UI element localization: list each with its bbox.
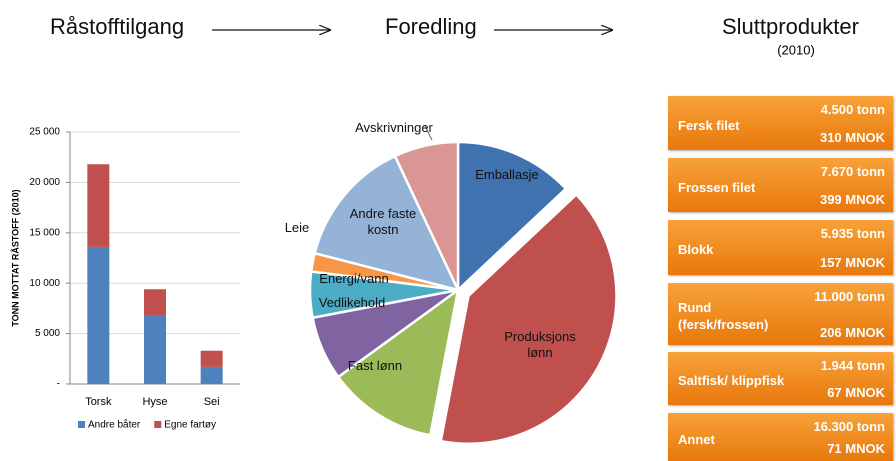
pie-slice	[313, 154, 461, 292]
pie-label: Avskrivninger	[355, 120, 433, 135]
y-tick-label: -	[57, 379, 60, 390]
product-value: 206 MNOK	[819, 325, 885, 340]
pie-label: Produksjons lønn	[504, 329, 576, 360]
x-tick-label: Sei	[204, 396, 220, 408]
header-products: Sluttprodukter	[722, 14, 859, 39]
pie-label: Energi/vann	[319, 271, 389, 286]
y-tick-label: 5 000	[35, 328, 60, 339]
product-volume: 16.300 tonn	[813, 419, 885, 434]
bar-segment	[87, 246, 110, 384]
product-name: Frossen filet	[678, 179, 756, 195]
product-box: Rund (fersk/frossen) 11.000 tonn 206 MNOK	[668, 283, 893, 345]
bar-segment	[144, 315, 166, 384]
product-value: 399 MNOK	[819, 192, 885, 207]
product-box: Blokk 5.935 tonn 157 MNOK	[668, 220, 893, 275]
product-box: Annet 16.300 tonn 71 MNOK	[668, 413, 893, 461]
product-box: Saltfisk/ klippfisk 1.944 tonn 67 MNOK	[668, 352, 893, 405]
legend-label: Egne fartøy	[164, 420, 216, 431]
pie-slice	[393, 140, 460, 291]
pie-label: Leie	[284, 220, 310, 235]
product-value: 310 MNOK	[819, 130, 885, 145]
product-name: Blokk	[678, 242, 714, 257]
y-tick-label: 15 000	[29, 227, 60, 238]
x-tick-label: Torsk	[85, 396, 112, 408]
pie-chart	[308, 125, 618, 446]
pie-label: Fast lønn	[347, 358, 403, 373]
product-volume: 1.944 tonn	[820, 358, 885, 373]
y-tick-label: 20 000	[29, 177, 60, 188]
legend-label: Andre båter	[88, 419, 141, 431]
product-value: 157 MNOK	[819, 255, 885, 270]
pie-slice	[439, 192, 618, 446]
pie-slice	[336, 287, 460, 437]
product-name: Rund (fersk/frossen)	[678, 300, 769, 332]
header-processing: Foredling	[385, 14, 477, 39]
product-name: Annet	[678, 431, 715, 447]
product-volume: 11.000 tonn	[814, 289, 885, 304]
bar-segment	[200, 350, 223, 367]
product-value: 67 MNOK	[827, 385, 885, 400]
y-tick-label: 25 000	[29, 127, 60, 138]
product-volume: 5.935 tonn	[820, 226, 885, 241]
product-volume: 7.670 tonn	[820, 164, 885, 179]
y-tick-label: 10 000	[29, 278, 60, 289]
bar-segment	[200, 366, 223, 384]
header-products-note: (2010)	[777, 42, 815, 57]
bar-segment	[144, 289, 166, 316]
leader-line	[424, 125, 433, 141]
product-box: Fersk filet 4.500 tonn 310 MNOK	[668, 96, 893, 150]
bar-chart: - 5 000 10 000 15 000 20 000 25 000 TONN MOTTA…	[10, 127, 240, 431]
pie-label: Emballasje	[475, 167, 539, 182]
product-name: Saltfisk/ klippfisk	[678, 373, 785, 388]
product-box: Frossen filet 7.670 tonn 399 MNOK	[668, 158, 893, 212]
pie-label: Vedlikehold	[318, 295, 386, 310]
product-value: 71 MNOK	[827, 441, 885, 456]
x-tick-label: Hyse	[142, 396, 167, 408]
product-name: Fersk filet	[678, 117, 740, 133]
legend-swatch	[154, 421, 162, 428]
bar-segment	[87, 164, 110, 247]
legend-swatch	[78, 421, 85, 428]
y-axis-title: TONN MOTTAT RÅSTOFF (2010)	[10, 189, 20, 326]
header-raw: Råstofftilgang	[50, 14, 184, 39]
pie-label: Andre faste kostn	[349, 206, 417, 237]
product-volume: 4.500 tonn	[820, 102, 885, 117]
pie-slice	[456, 140, 568, 293]
